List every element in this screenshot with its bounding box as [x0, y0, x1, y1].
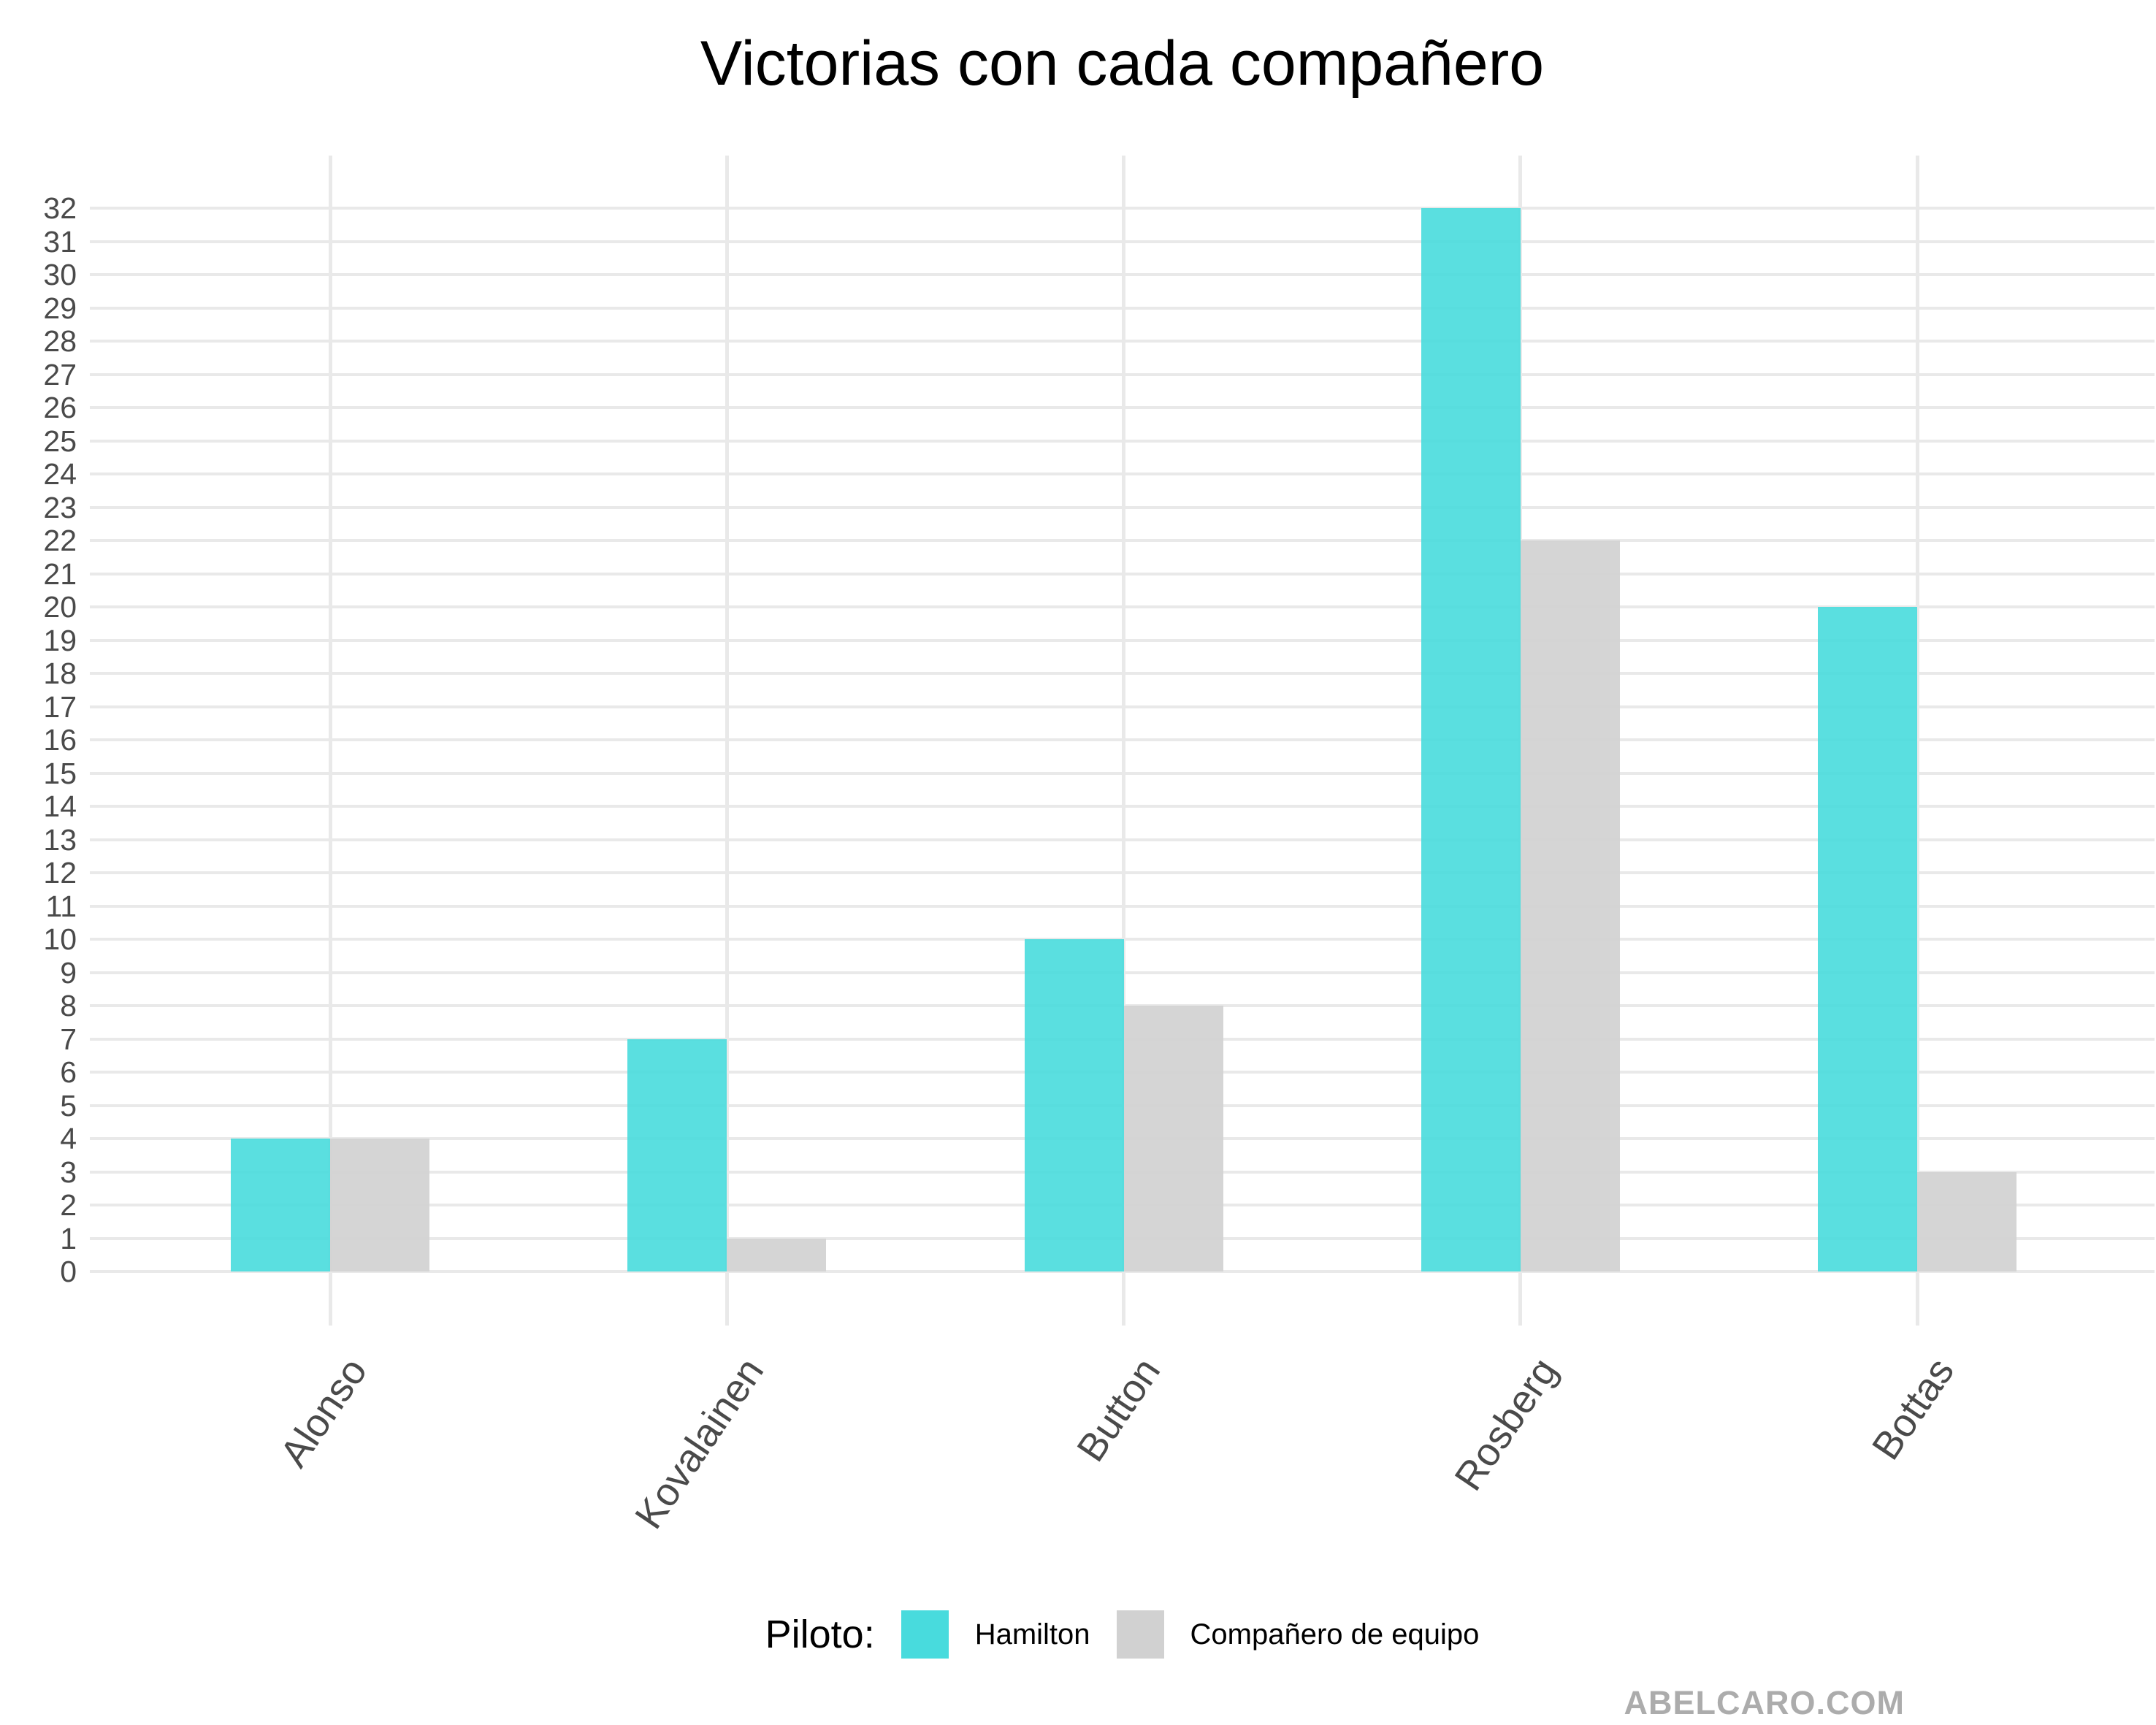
y-tick-label-13: 13: [43, 822, 77, 857]
y-tick-label-7: 7: [60, 1022, 77, 1056]
legend-key-teammate: [1116, 1610, 1164, 1659]
y-tick-label-21: 21: [43, 556, 77, 591]
bar-compa-ero-de-equipo-alonso: [330, 1139, 429, 1271]
y-tick-label-32: 32: [43, 191, 77, 225]
y-tick-label-29: 29: [43, 291, 77, 325]
bar-hamilton-bottas: [1818, 607, 1917, 1271]
y-tick-label-5: 5: [60, 1088, 77, 1122]
y-tick-label-11: 11: [45, 889, 77, 923]
y-tick-label-28: 28: [43, 324, 77, 358]
gridline-x-kovalainen: [725, 156, 729, 1326]
x-tick-label-kovalainen: Kovalainen: [627, 1350, 773, 1537]
bar-compa-ero-de-equipo-kovalainen: [727, 1238, 827, 1271]
y-tick-label-2: 2: [60, 1188, 77, 1222]
y-tick-label-26: 26: [43, 391, 77, 424]
y-tick-label-9: 9: [60, 955, 77, 990]
y-tick-label-19: 19: [43, 623, 77, 657]
x-tick-label-bottas: Bottas: [1863, 1350, 1963, 1468]
y-tick-label-15: 15: [43, 756, 77, 790]
y-tick-label-17: 17: [43, 689, 77, 724]
y-tick-label-23: 23: [43, 490, 77, 524]
y-tick-label-8: 8: [60, 989, 77, 1022]
gridline-x-button: [1122, 156, 1125, 1326]
bar-hamilton-rosberg: [1421, 208, 1521, 1271]
legend: Piloto: Hamilton Compañero de equipo: [90, 1604, 2155, 1665]
bar-compa-ero-de-equipo-rosberg: [1520, 540, 1620, 1271]
gridline-x-alonso: [328, 156, 332, 1326]
legend-label-teammate: Compañero de equipo: [1190, 1618, 1480, 1651]
y-tick-label-18: 18: [43, 657, 77, 690]
y-tick-label-31: 31: [43, 224, 77, 259]
bar-hamilton-kovalainen: [627, 1039, 727, 1271]
bar-hamilton-alonso: [231, 1139, 330, 1271]
x-tick-label-alonso: Alonso: [272, 1350, 376, 1475]
y-tick-label-30: 30: [43, 258, 77, 291]
y-tick-label-6: 6: [60, 1055, 77, 1089]
bar-hamilton-button: [1024, 939, 1124, 1271]
bar-compa-ero-de-equipo-button: [1123, 1006, 1223, 1271]
y-tick-label-22: 22: [43, 524, 77, 557]
y-tick-label-1: 1: [60, 1221, 77, 1255]
y-tick-label-14: 14: [43, 789, 77, 823]
gridline-x-bottas: [1915, 156, 1919, 1326]
legend-key-hamilton: [901, 1610, 949, 1659]
y-tick-label-27: 27: [43, 357, 77, 391]
y-tick-label-25: 25: [43, 424, 77, 458]
x-tick-label-rosberg: Rosberg: [1445, 1350, 1566, 1499]
y-tick-label-24: 24: [43, 457, 77, 491]
y-tick-label-16: 16: [43, 723, 77, 757]
y-tick-label-3: 3: [60, 1155, 77, 1189]
x-tick-label-button: Button: [1069, 1350, 1169, 1469]
y-tick-label-12: 12: [43, 856, 77, 890]
y-tick-label-0: 0: [60, 1255, 77, 1288]
bar-compa-ero-de-equipo-bottas: [1917, 1171, 2017, 1271]
y-tick-label-20: 20: [43, 590, 77, 624]
y-tick-label-4: 4: [60, 1122, 77, 1155]
y-tick-label-10: 10: [43, 922, 77, 956]
legend-label-hamilton: Hamilton: [974, 1618, 1090, 1651]
legend-title: Piloto:: [765, 1613, 875, 1656]
watermark: ABELCARO.COM: [1624, 1684, 1905, 1721]
chart-title: Victorias con cada compañero: [700, 28, 1545, 99]
